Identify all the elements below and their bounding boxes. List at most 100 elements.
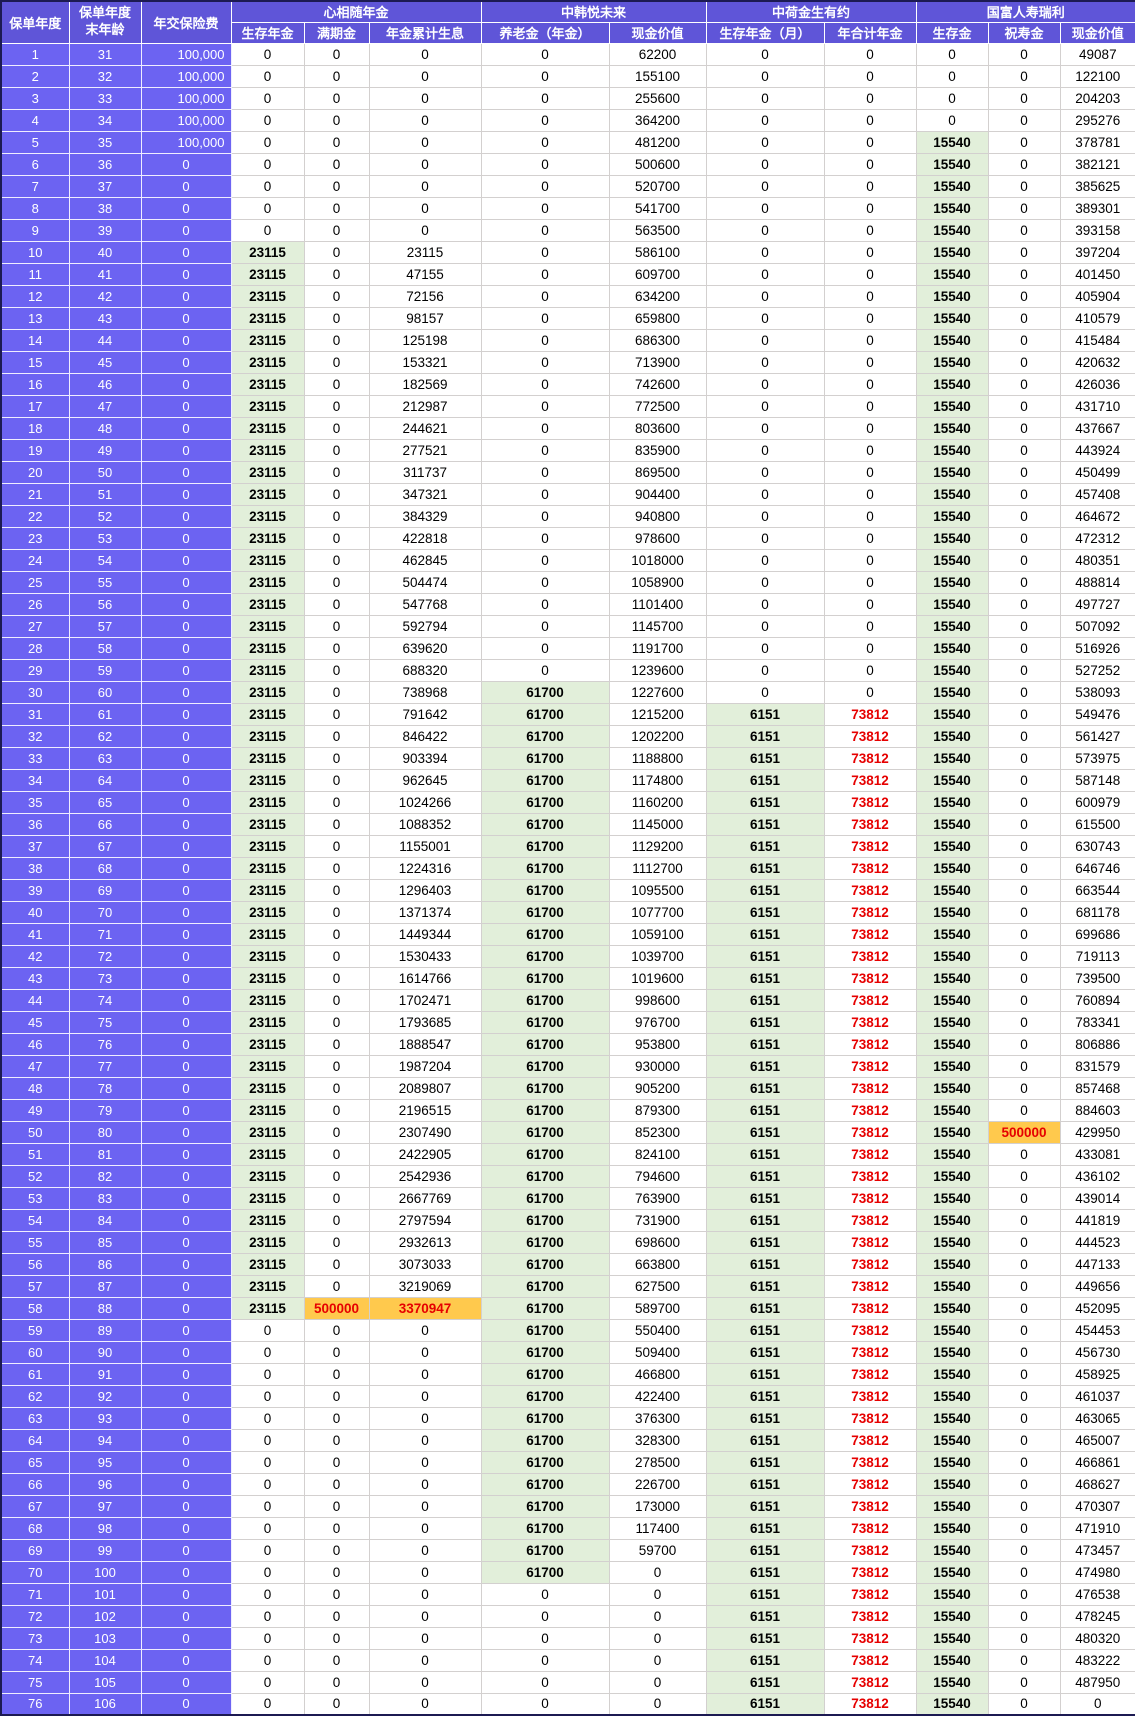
xs_maturity-cell: 0 [304, 1385, 370, 1408]
gf_longevity-cell: 0 [988, 1033, 1061, 1056]
gf_longevity-cell: 0 [988, 395, 1061, 418]
xs_maturity-cell: 0 [304, 1473, 370, 1496]
zh_pension-cell: 0 [481, 65, 610, 88]
age-cell: 104 [69, 1649, 142, 1672]
zh_cash-cell: 422400 [609, 1385, 707, 1408]
xs_maturity-cell: 0 [304, 989, 370, 1012]
zhh_monthly-cell: 6151 [706, 1517, 825, 1540]
premium-cell: 0 [141, 1319, 232, 1342]
gf_survival-cell: 15540 [916, 373, 989, 396]
gf_longevity-cell: 0 [988, 1077, 1061, 1100]
zhh_monthly-cell: 0 [706, 307, 825, 330]
gf_cash-cell: 646746 [1060, 857, 1135, 880]
zhh_monthly-cell: 0 [706, 505, 825, 528]
gf_cash-cell: 461037 [1060, 1385, 1135, 1408]
age-cell: 73 [69, 967, 142, 990]
zh_cash-cell: 328300 [609, 1429, 707, 1452]
xs_survival-cell: 0 [231, 1627, 305, 1650]
xs_accum-cell: 0 [369, 175, 482, 198]
xs_accum-cell: 72156 [369, 285, 482, 308]
zhh_monthly-cell: 6151 [706, 1187, 825, 1210]
table-row: 54 84 0 23115 0 2797594 61700 731900 6151 73812 15… [1, 1209, 1135, 1232]
zh_cash-cell: 976700 [609, 1011, 707, 1034]
xs_accum-cell: 1155001 [369, 835, 482, 858]
xs_accum-cell: 1449344 [369, 923, 482, 946]
premium-cell: 0 [141, 1077, 232, 1100]
year-cell: 51 [1, 1143, 70, 1166]
gf_survival-cell: 0 [916, 109, 989, 132]
premium-cell: 0 [141, 1011, 232, 1034]
zh_cash-cell: 1095500 [609, 879, 707, 902]
gf_survival-cell: 15540 [916, 197, 989, 220]
zh_pension-cell: 0 [481, 153, 610, 176]
age-cell: 63 [69, 747, 142, 770]
year-cell: 20 [1, 461, 70, 484]
header-gf_longevity: 祝寿金 [988, 22, 1061, 44]
gf_cash-cell: 464672 [1060, 505, 1135, 528]
zh_cash-cell: 0 [609, 1561, 707, 1584]
year-cell: 13 [1, 307, 70, 330]
year-cell: 37 [1, 835, 70, 858]
zhh_monthly-cell: 6151 [706, 1451, 825, 1474]
zhh_total-cell: 0 [824, 175, 917, 198]
xs_survival-cell: 23115 [231, 769, 305, 792]
table-row: 14 44 0 23115 0 125198 0 686300 0 0 15540 0 415484 [1, 329, 1135, 352]
header-age: 保单年度 末年龄 [69, 1, 142, 44]
zhh_total-cell: 0 [824, 153, 917, 176]
year-cell: 43 [1, 967, 70, 990]
xs_accum-cell: 0 [369, 1363, 482, 1386]
gf_survival-cell: 15540 [916, 857, 989, 880]
table-row: 9 39 0 0 0 0 0 563500 0 0 15540 0 393158 [1, 219, 1135, 242]
gf_longevity-cell: 0 [988, 439, 1061, 462]
age-cell: 99 [69, 1539, 142, 1562]
gf_survival-cell: 15540 [916, 527, 989, 550]
zh_pension-cell: 0 [481, 307, 610, 330]
year-cell: 8 [1, 197, 70, 220]
gf_cash-cell: 436102 [1060, 1165, 1135, 1188]
xs_maturity-cell: 0 [304, 109, 370, 132]
gf_longevity-cell: 0 [988, 329, 1061, 352]
xs_maturity-cell: 0 [304, 505, 370, 528]
xs_accum-cell: 1702471 [369, 989, 482, 1012]
zh_cash-cell: 731900 [609, 1209, 707, 1232]
gf_cash-cell: 295276 [1060, 109, 1135, 132]
gf_longevity-cell: 0 [988, 1407, 1061, 1430]
zhh_total-cell: 73812 [824, 1297, 917, 1320]
year-cell: 60 [1, 1341, 70, 1364]
zhh_monthly-cell: 6151 [706, 835, 825, 858]
table-row: 45 75 0 23115 0 1793685 61700 976700 6151 73812 15… [1, 1011, 1135, 1034]
table-row: 1 31 100,000 0 0 0 0 62200 0 0 0 0 49087 [1, 43, 1135, 66]
xs_maturity-cell: 0 [304, 461, 370, 484]
table-row: 42 72 0 23115 0 1530433 61700 1039700 6151 73812 1… [1, 945, 1135, 968]
zh_cash-cell: 155100 [609, 65, 707, 88]
zh_cash-cell: 852300 [609, 1121, 707, 1144]
gf_cash-cell: 441819 [1060, 1209, 1135, 1232]
gf_cash-cell: 410579 [1060, 307, 1135, 330]
gf_survival-cell: 15540 [916, 615, 989, 638]
zh_pension-cell: 0 [481, 1671, 610, 1694]
table-row: 24 54 0 23115 0 462845 0 1018000 0 0 15540 0 480351 [1, 549, 1135, 572]
zhh_monthly-cell: 6151 [706, 967, 825, 990]
year-cell: 64 [1, 1429, 70, 1452]
xs_maturity-cell: 0 [304, 131, 370, 154]
zhh_monthly-cell: 0 [706, 439, 825, 462]
premium-cell: 0 [141, 241, 232, 264]
year-cell: 47 [1, 1055, 70, 1078]
premium-cell: 0 [141, 549, 232, 572]
zh_pension-cell: 0 [481, 351, 610, 374]
xs_accum-cell: 311737 [369, 461, 482, 484]
group-header-4: 国富人寿瑞利 [916, 1, 1135, 23]
gf_cash-cell: 516926 [1060, 637, 1135, 660]
gf_cash-cell: 456730 [1060, 1341, 1135, 1364]
zhh_monthly-cell: 6151 [706, 1605, 825, 1628]
zh_cash-cell: 481200 [609, 131, 707, 154]
zhh_total-cell: 0 [824, 439, 917, 462]
zhh_monthly-cell: 6151 [706, 1407, 825, 1430]
xs_accum-cell: 182569 [369, 373, 482, 396]
xs_survival-cell: 23115 [231, 329, 305, 352]
gf_longevity-cell: 0 [988, 1561, 1061, 1584]
age-cell: 71 [69, 923, 142, 946]
table-row: 74 104 0 0 0 0 0 0 6151 73812 15540 0 483222 [1, 1649, 1135, 1672]
zhh_monthly-cell: 6151 [706, 1627, 825, 1650]
premium-cell: 0 [141, 967, 232, 990]
